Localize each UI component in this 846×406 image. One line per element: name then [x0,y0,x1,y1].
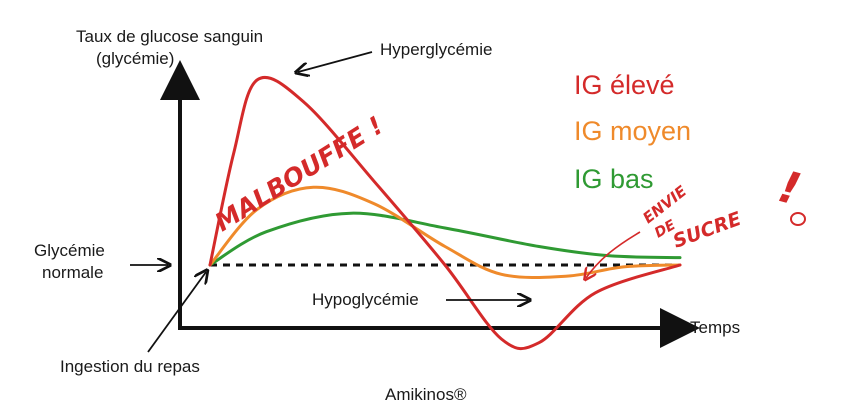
y-axis-label-line1: Taux de glucose sanguin [76,27,263,46]
hyper-annotation: Hyperglycémie [380,40,492,59]
hypo-annotation: Hypoglycémie [312,290,419,309]
ig-medium-curve [208,185,682,279]
ig-low-curve [208,211,682,267]
handwritten-smiley-mark: ! [773,161,806,215]
handwritten-malbouffe: MALBOUFFE ! [210,111,388,237]
legend-ig-medium: IG moyen [574,116,691,146]
ingestion-arrow [147,272,206,353]
legend-ig-low: IG bas [574,164,654,194]
handwritten-sucre: SUCRE [670,208,744,253]
x-axis-label: Temps [690,318,740,337]
baseline-label-line1: Glycémie [34,241,105,260]
ig-high-curve [208,75,682,351]
ingestion-annotation: Ingestion du repas [60,357,200,376]
hyper-arrow [298,51,373,72]
legend-ig-high: IG élevé [574,70,675,100]
y-axis-label-line2: (glycémie) [96,49,174,68]
handwritten-smiley-o [790,212,806,226]
baseline-label-line2: normale [42,263,103,282]
footer-credit: Amikinos® [385,385,467,404]
envie-de-sucre-arrow [586,231,641,278]
